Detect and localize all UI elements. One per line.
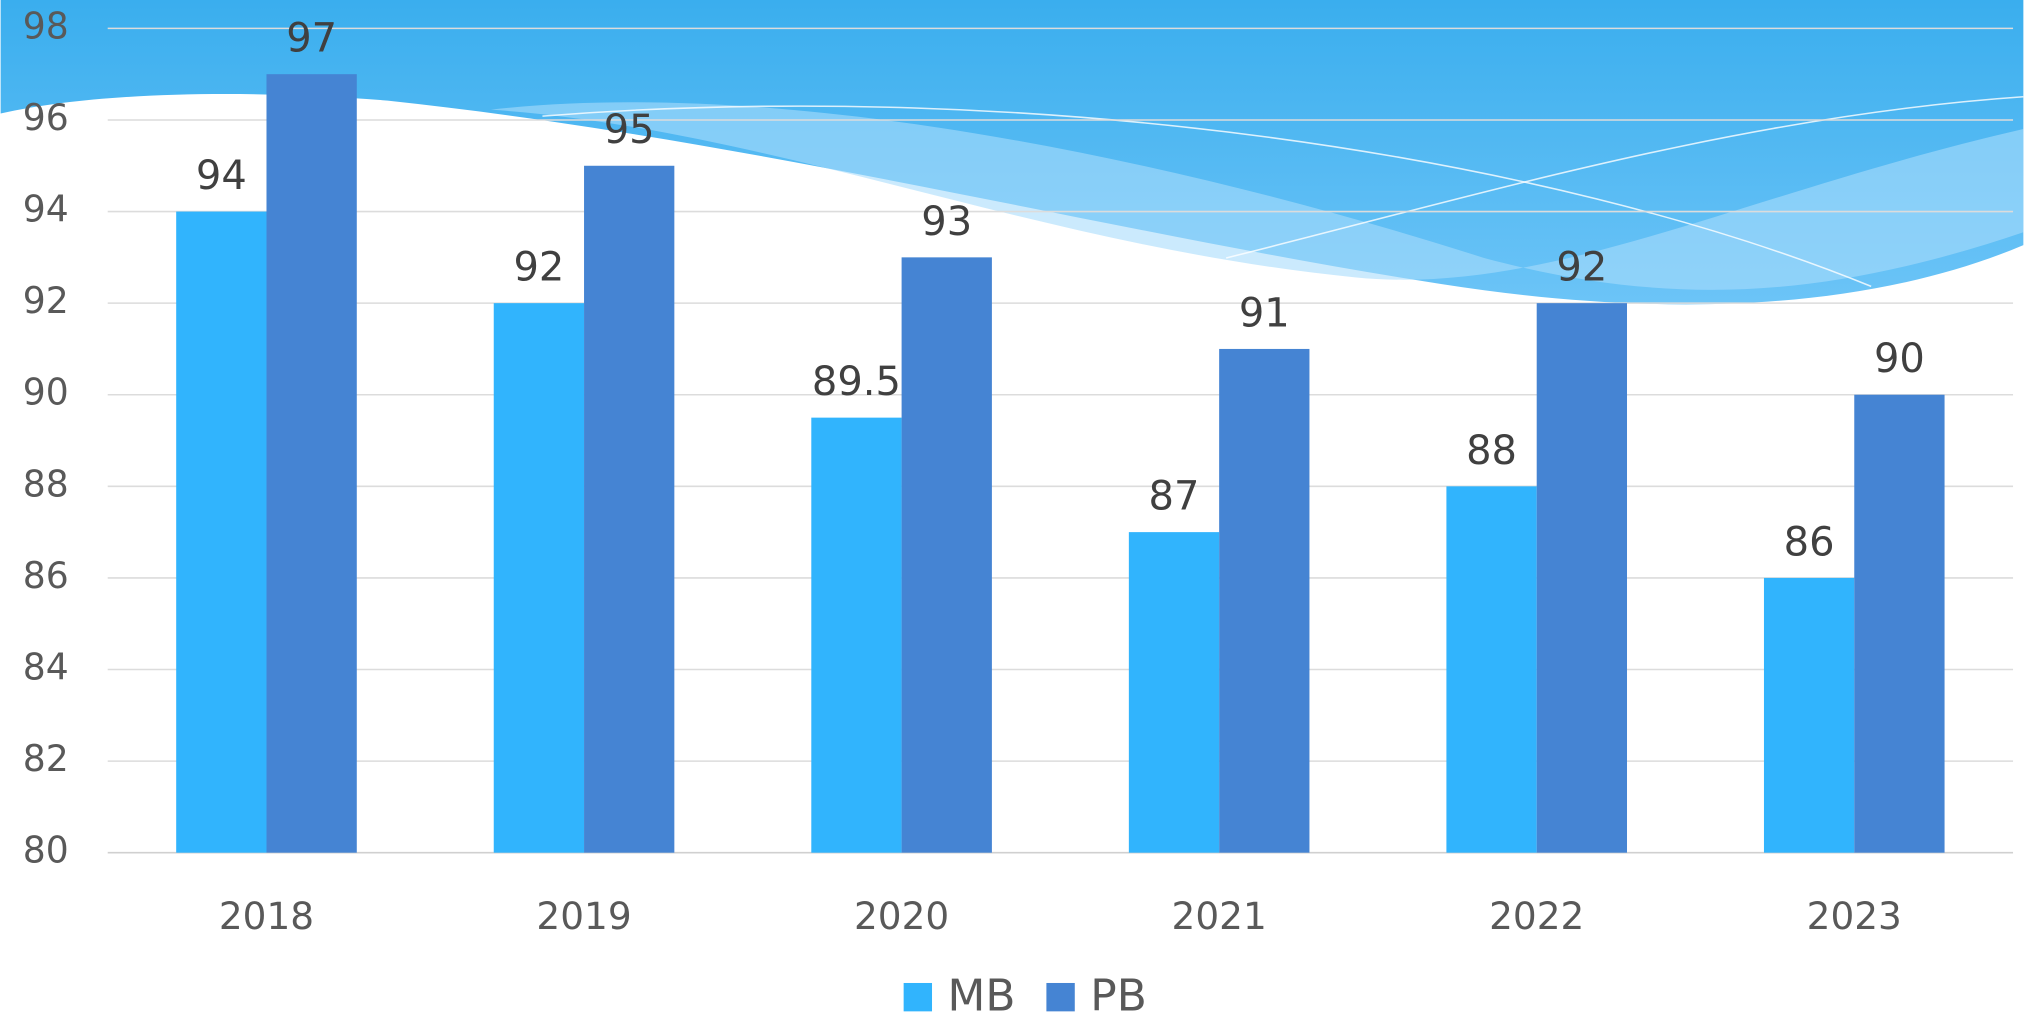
bar	[266, 74, 357, 853]
y-tick-label: 98	[23, 4, 69, 47]
data-label: 86	[1784, 519, 1835, 565]
x-tick-label: 2018	[219, 894, 314, 938]
data-label: 97	[286, 16, 337, 62]
y-tick-label: 90	[23, 371, 69, 414]
x-tick-label: 2022	[1489, 894, 1584, 938]
bar	[493, 303, 585, 853]
x-tick-label: 2019	[536, 894, 631, 938]
legend-swatch	[903, 982, 933, 1012]
y-tick-label: 96	[23, 96, 69, 139]
background-wave	[0, 0, 2024, 305]
data-label: 88	[1466, 428, 1517, 474]
plot-area: 80 82 84 86 88 90 92 94 96 98 2018 94 97 2019 92 95 2020…	[23, 4, 2014, 1021]
legend-label: PB	[1090, 970, 1147, 1021]
x-tick-label: 2023	[1807, 894, 1902, 938]
y-tick-label: 88	[23, 462, 69, 505]
y-tick-label: 94	[23, 188, 69, 231]
y-tick-label: 80	[23, 829, 69, 872]
y-tick-label: 92	[23, 279, 69, 322]
data-label: 87	[1149, 474, 1200, 520]
bar	[1854, 394, 1945, 853]
data-label: 94	[196, 153, 247, 199]
data-label: 93	[921, 199, 972, 245]
bar	[1128, 532, 1220, 853]
y-tick-label: 84	[23, 646, 69, 689]
bar	[811, 417, 902, 853]
data-label: 92	[1556, 245, 1607, 291]
bar	[584, 165, 675, 853]
x-tick-label: 2020	[854, 894, 949, 938]
data-label: 89.5	[812, 359, 901, 405]
bar	[901, 257, 992, 853]
data-label: 95	[604, 107, 655, 153]
data-label: 91	[1239, 290, 1290, 336]
bar	[1446, 486, 1537, 853]
bar	[176, 211, 267, 853]
x-tick-label: 2021	[1172, 894, 1267, 938]
bar	[1536, 303, 1628, 853]
legend-label: MB	[948, 970, 1016, 1021]
data-label: 92	[513, 245, 564, 291]
bar	[1763, 577, 1855, 853]
bar	[1219, 348, 1310, 853]
y-tick-label: 86	[23, 554, 69, 597]
legend-swatch	[1046, 982, 1075, 1012]
y-tick-label: 82	[23, 737, 69, 780]
data-label: 90	[1874, 336, 1925, 382]
